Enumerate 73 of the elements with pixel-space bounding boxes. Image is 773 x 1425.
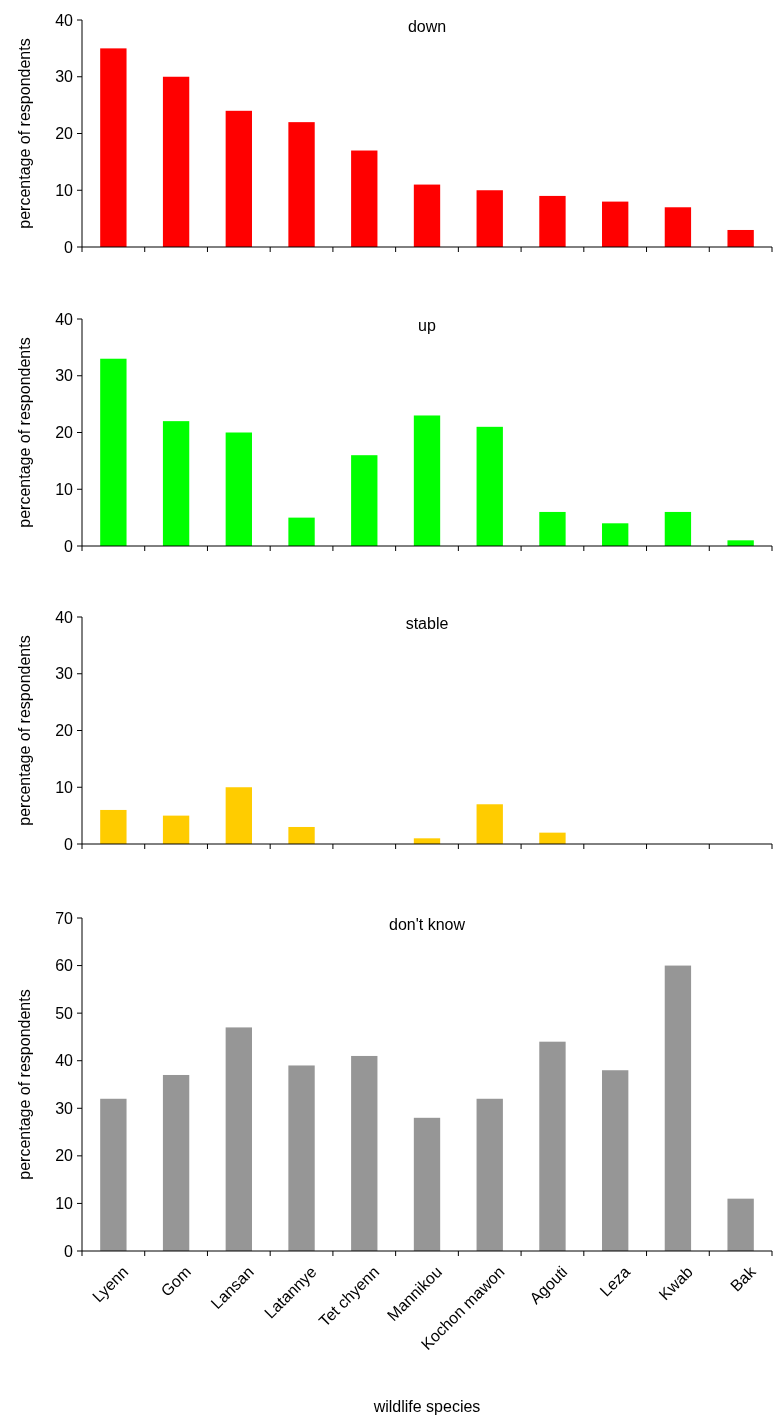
y-axis-title: percentage of respondents	[16, 38, 33, 229]
bar	[727, 229, 754, 247]
bar	[539, 832, 566, 844]
y-tick-label: 40	[55, 310, 74, 328]
y-axis-title: percentage of respondents	[16, 635, 33, 826]
bar	[288, 826, 315, 844]
bar	[664, 207, 692, 247]
bar	[225, 110, 252, 247]
y-tick-label: 40	[55, 11, 74, 29]
bar	[539, 511, 566, 546]
bar	[225, 787, 252, 844]
bar	[100, 1098, 127, 1251]
bar	[288, 517, 315, 546]
chart-title: don't know	[389, 916, 466, 933]
bar	[539, 195, 566, 247]
y-tick-label: 0	[64, 835, 74, 853]
bar	[351, 1055, 378, 1251]
bar	[162, 1074, 190, 1251]
y-tick-label: 30	[55, 1099, 74, 1117]
y-axis-title: percentage of respondents	[16, 989, 33, 1180]
bar	[476, 1098, 503, 1251]
y-tick-label: 10	[55, 1195, 74, 1213]
y-tick-label: 20	[55, 722, 74, 740]
bar	[476, 804, 503, 844]
y-tick-label: 20	[55, 424, 74, 442]
bar	[413, 415, 441, 546]
bar	[100, 48, 127, 247]
bar	[539, 1041, 566, 1251]
y-tick-label: 40	[55, 608, 74, 626]
y-tick-label: 0	[64, 1242, 74, 1260]
bar	[100, 809, 127, 844]
bar	[602, 1070, 629, 1251]
bar	[288, 1065, 315, 1251]
y-tick-label: 60	[55, 957, 74, 975]
bar	[476, 190, 503, 247]
bar	[664, 965, 692, 1251]
bar	[413, 1117, 441, 1251]
y-tick-label: 30	[55, 367, 74, 385]
y-tick-label: 0	[64, 537, 74, 555]
bar	[162, 815, 190, 844]
bar	[225, 1027, 252, 1251]
y-tick-label: 50	[55, 1004, 74, 1022]
bar	[602, 523, 629, 546]
x-axis-title: wildlife species	[372, 1398, 481, 1415]
chart-title: up	[418, 317, 436, 334]
x-tick-label: Bak	[727, 1262, 760, 1295]
bar	[476, 426, 503, 546]
bar	[664, 511, 692, 546]
y-tick-label: 70	[55, 909, 74, 927]
y-tick-label: 40	[55, 1052, 74, 1070]
bar	[602, 201, 629, 247]
y-tick-label: 10	[55, 480, 74, 498]
y-tick-label: 20	[55, 125, 74, 143]
y-tick-label: 30	[55, 665, 74, 683]
bar	[225, 432, 252, 546]
bar	[413, 184, 441, 247]
bar	[351, 455, 378, 546]
bar	[162, 421, 190, 546]
y-tick-label: 0	[64, 238, 74, 256]
bar	[288, 122, 315, 247]
chart-title: down	[407, 18, 447, 35]
chart-title: stable	[405, 615, 449, 632]
y-tick-label: 10	[55, 181, 74, 199]
bar	[351, 150, 378, 247]
y-axis-title: percentage of respondents	[16, 337, 33, 528]
bar	[100, 358, 127, 546]
y-tick-label: 10	[55, 778, 74, 796]
bar	[727, 540, 754, 546]
x-tick-label: Gom	[157, 1263, 195, 1300]
bar	[727, 1198, 754, 1251]
y-tick-label: 20	[55, 1147, 74, 1165]
bar	[162, 76, 190, 247]
y-tick-label: 30	[55, 68, 74, 86]
